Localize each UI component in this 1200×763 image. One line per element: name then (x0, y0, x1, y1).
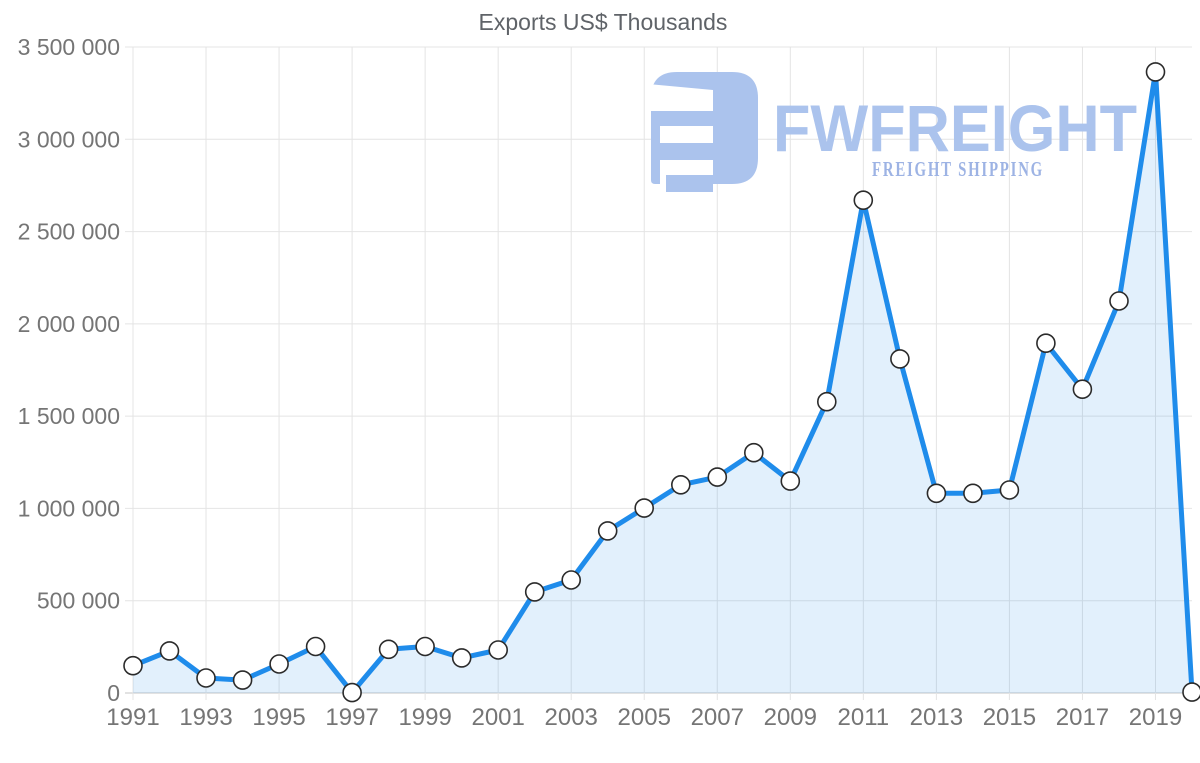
data-point-2002[interactable] (524, 582, 545, 602)
watermark: FWFREIGHT FREIGHT SHIPPING (648, 72, 1137, 194)
data-point-2012[interactable] (890, 349, 910, 369)
data-point-1993[interactable] (196, 668, 216, 688)
y-tick-label: 2 500 000 (18, 219, 120, 245)
x-tick-label: 1991 (106, 704, 159, 731)
data-point-1995[interactable] (269, 654, 289, 674)
grid-layer: 0 500 000 1 000 000 1 500 000 2 000 000 2 500… (18, 34, 1192, 731)
x-tick-label: 1995 (252, 704, 305, 731)
x-tick-label: 2011 (838, 704, 890, 731)
data-point-2005[interactable] (634, 498, 655, 518)
data-point-2018[interactable] (1109, 291, 1129, 311)
watermark-brand-text: FWFREIGHT (773, 91, 1137, 165)
data-point-2008[interactable] (743, 442, 764, 463)
data-point-1992[interactable] (159, 641, 180, 661)
x-tick-label: 2013 (910, 704, 963, 731)
data-point-2006[interactable] (670, 474, 691, 495)
data-point-2013[interactable] (926, 483, 947, 504)
data-point-2004[interactable] (597, 521, 618, 541)
y-tick-label: 3 500 000 (18, 34, 120, 60)
y-tick-label: 500 000 (37, 588, 120, 614)
x-tick-label: 2001 (471, 704, 524, 731)
logo-cutout-top (648, 84, 713, 111)
data-point-2000[interactable] (451, 648, 472, 668)
data-point-2001[interactable] (488, 640, 509, 660)
data-point-2017[interactable] (1072, 379, 1093, 400)
y-tick-label: 0 (107, 680, 120, 706)
data-point-2003[interactable] (561, 570, 582, 590)
data-point-2011[interactable] (853, 190, 874, 210)
x-tick-label: 2005 (618, 704, 671, 731)
data-point-2020[interactable] (1182, 682, 1200, 702)
data-point-1994[interactable] (232, 670, 253, 690)
data-point-1997[interactable] (342, 682, 362, 703)
y-tick-label: 2 000 000 (18, 311, 120, 337)
x-tick-label: 2007 (691, 704, 744, 731)
data-point-2015[interactable] (999, 480, 1020, 500)
data-point-1991[interactable] (123, 655, 143, 676)
x-tick-label: 2015 (983, 704, 1036, 731)
data-point-1999[interactable] (415, 636, 435, 657)
x-tick-label: 2017 (1056, 704, 1109, 731)
data-point-2019[interactable] (1145, 62, 1166, 82)
data-point-2014[interactable] (963, 483, 983, 504)
data-point-2007[interactable] (707, 467, 728, 487)
chart-title: Exports US$ Thousands (479, 9, 728, 35)
x-tick-label: 1999 (398, 704, 451, 731)
x-tick-label: 2009 (764, 704, 817, 731)
x-tick-label: 1997 (325, 704, 378, 731)
data-point-1996[interactable] (305, 636, 326, 657)
data-point-2010[interactable] (816, 391, 837, 412)
data-point-2016[interactable] (1036, 333, 1056, 354)
x-tick-label: 1993 (179, 704, 232, 731)
x-tick-label: 2019 (1129, 704, 1182, 731)
series-layer[interactable] (123, 62, 1200, 703)
fwfreight-logo-icon (648, 72, 758, 194)
watermark-tagline-text: FREIGHT SHIPPING (872, 157, 1044, 181)
y-tick-label: 3 000 000 (18, 126, 120, 152)
x-tick-label: 2003 (545, 704, 598, 731)
data-point-1998[interactable] (378, 639, 399, 660)
series-area-fill (133, 71, 1192, 693)
data-point-2009[interactable] (780, 471, 801, 491)
y-tick-label: 1 500 000 (18, 403, 120, 429)
logo-cutout-middle (660, 126, 713, 143)
y-tick-label: 1 000 000 (18, 495, 120, 521)
logo-foot (666, 175, 713, 192)
